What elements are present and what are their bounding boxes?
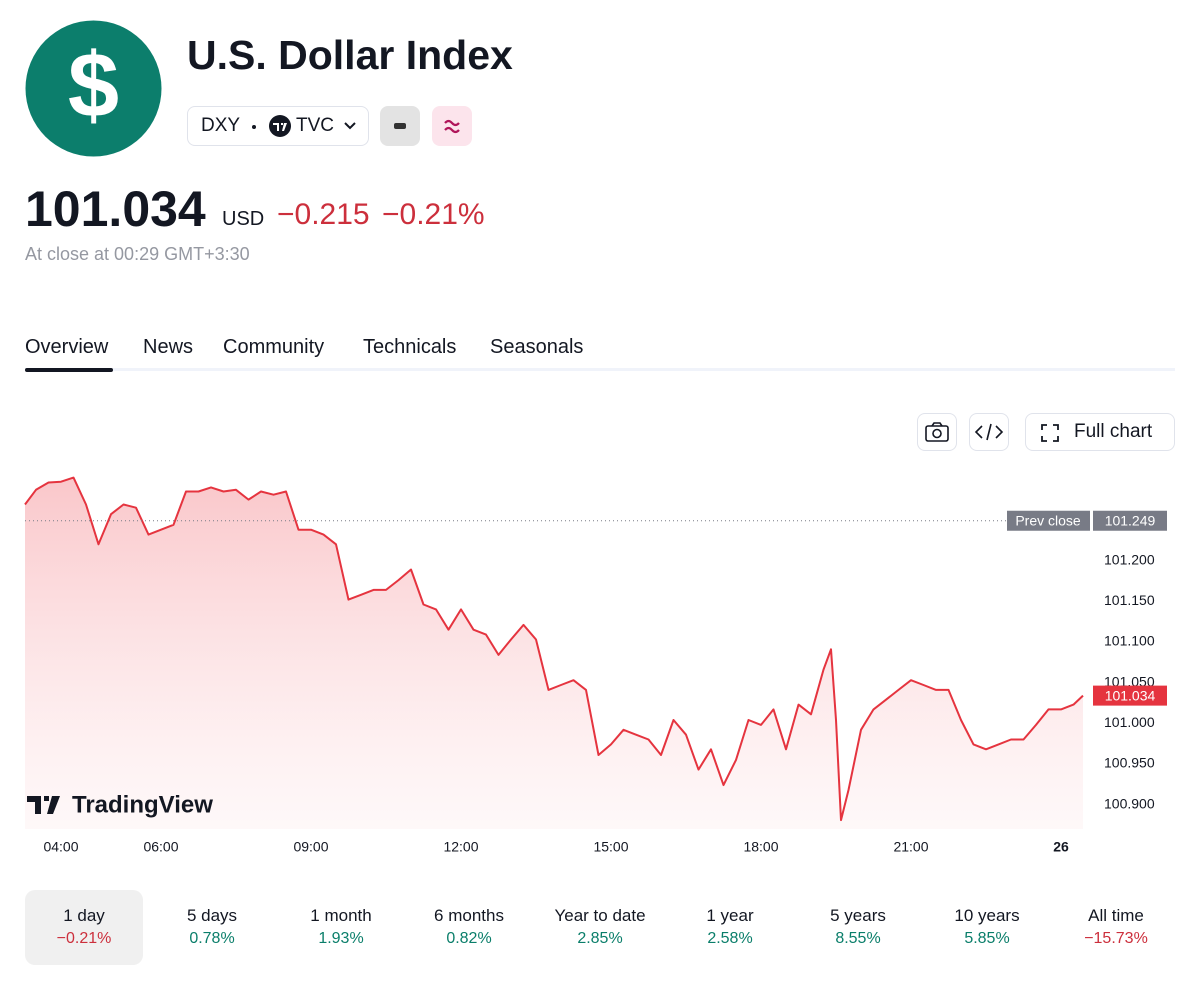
y-tick-label: 101.150 <box>1104 592 1155 608</box>
period-card[interactable]: 1 month 1.93% <box>282 890 400 965</box>
tabs-rule <box>25 368 1175 371</box>
symbol-icon: $ <box>25 20 162 157</box>
period-label: 5 years <box>830 906 886 925</box>
delayed-button[interactable] <box>432 106 472 146</box>
x-tick-label: 12:00 <box>443 839 478 855</box>
currency: USD <box>222 208 265 230</box>
chart: 100.900 100.950 101.000 101.050 101.100 101.1… <box>24 476 1167 855</box>
period-change: 1.93% <box>318 930 364 947</box>
period-change: 2.85% <box>577 930 623 947</box>
snapshot-button[interactable] <box>917 413 957 451</box>
period-change: 8.55% <box>835 930 881 947</box>
period-card[interactable]: 6 months 0.82% <box>410 890 528 965</box>
period-change: −0.21% <box>56 930 112 947</box>
prev-close-value: 101.249 <box>1105 512 1156 528</box>
tab-indicator <box>25 368 113 372</box>
prev-close-tag <box>1007 510 1090 531</box>
period-change: 0.82% <box>446 930 492 947</box>
x-tick-label: 21:00 <box>893 839 928 855</box>
icon-glyph: $ <box>68 34 119 136</box>
period-change: −15.73% <box>1084 930 1148 947</box>
y-tick-label: 101.050 <box>1104 673 1155 689</box>
last-price-label: 101.034 <box>1105 687 1156 703</box>
x-tick-label: 15:00 <box>593 839 628 855</box>
tab[interactable]: Overview <box>25 336 109 358</box>
chevron <box>344 122 356 130</box>
last-price-badge <box>1093 685 1167 706</box>
tab[interactable]: News <box>143 336 194 358</box>
period-label: 10 years <box>954 906 1020 925</box>
period-label: 1 year <box>706 906 754 925</box>
period-label: 1 month <box>310 906 372 925</box>
period-card[interactable]: 10 years 5.85% <box>928 890 1046 965</box>
price: 101.034 <box>25 181 206 237</box>
period-change: 0.78% <box>189 930 235 947</box>
exchange-logo <box>269 115 291 137</box>
period-label: 6 months <box>434 906 504 925</box>
y-tick-label: 100.900 <box>1104 795 1155 811</box>
x-tick-label: 09:00 <box>293 839 328 855</box>
full-chart-button[interactable]: Full chart <box>1025 413 1175 451</box>
embed-button[interactable] <box>969 413 1009 451</box>
tab[interactable]: Seasonals <box>490 336 584 358</box>
code-icon <box>974 423 1004 441</box>
price-line <box>24 476 1084 822</box>
period-card[interactable]: 5 years 8.55% <box>799 890 917 965</box>
x-tick-label: 26 <box>1053 839 1069 855</box>
period-card[interactable]: Year to date 2.85% <box>541 890 659 965</box>
exchange: TVC <box>296 115 334 136</box>
dot <box>252 125 256 129</box>
camera-icon <box>925 422 949 442</box>
watermark: TradingView <box>72 791 213 818</box>
watermark-logo <box>27 796 60 814</box>
change: −0.215 <box>277 198 370 231</box>
period-label: All time <box>1088 906 1144 925</box>
period-card[interactable]: 5 days 0.78% <box>153 890 271 965</box>
period-label: 5 days <box>186 906 238 925</box>
symbol-pill[interactable]: DXY TVC <box>187 106 369 146</box>
expand-icon <box>1041 424 1059 442</box>
x-tick-label: 06:00 <box>143 839 178 855</box>
status-icon <box>394 123 406 129</box>
x-tick-label: 18:00 <box>743 839 778 855</box>
y-tick-label: 101.200 <box>1104 551 1155 567</box>
symbol: DXY <box>201 115 241 136</box>
period-label: 1 day <box>63 906 105 925</box>
period-card[interactable]: 1 year 2.58% <box>671 890 789 965</box>
market-status-button[interactable] <box>380 106 420 146</box>
tab[interactable]: Technicals <box>363 336 457 358</box>
tab[interactable]: Community <box>223 336 325 358</box>
period-card[interactable]: All time −15.73% <box>1057 890 1175 965</box>
x-tick-label: 04:00 <box>43 839 78 855</box>
change-percent: −0.21% <box>382 198 485 231</box>
y-tick-label: 101.100 <box>1104 633 1155 649</box>
period-card[interactable]: 1 day −0.21% <box>25 890 143 965</box>
y-tick-label: 100.950 <box>1104 755 1155 771</box>
approx-icon <box>444 119 460 134</box>
period-change: 5.85% <box>964 930 1010 947</box>
period-change: 2.58% <box>707 930 753 947</box>
prev-close-label: Prev close <box>1015 512 1081 528</box>
y-tick-label: 101.000 <box>1104 714 1155 730</box>
period-label: Year to date <box>554 906 646 925</box>
area-fill <box>25 477 1083 829</box>
full-chart-label: Full chart <box>1074 421 1153 442</box>
status: At close at 00:29 GMT+3:30 <box>25 244 250 264</box>
prev-close-badge <box>1093 510 1167 531</box>
title: U.S. Dollar Index <box>187 32 513 78</box>
